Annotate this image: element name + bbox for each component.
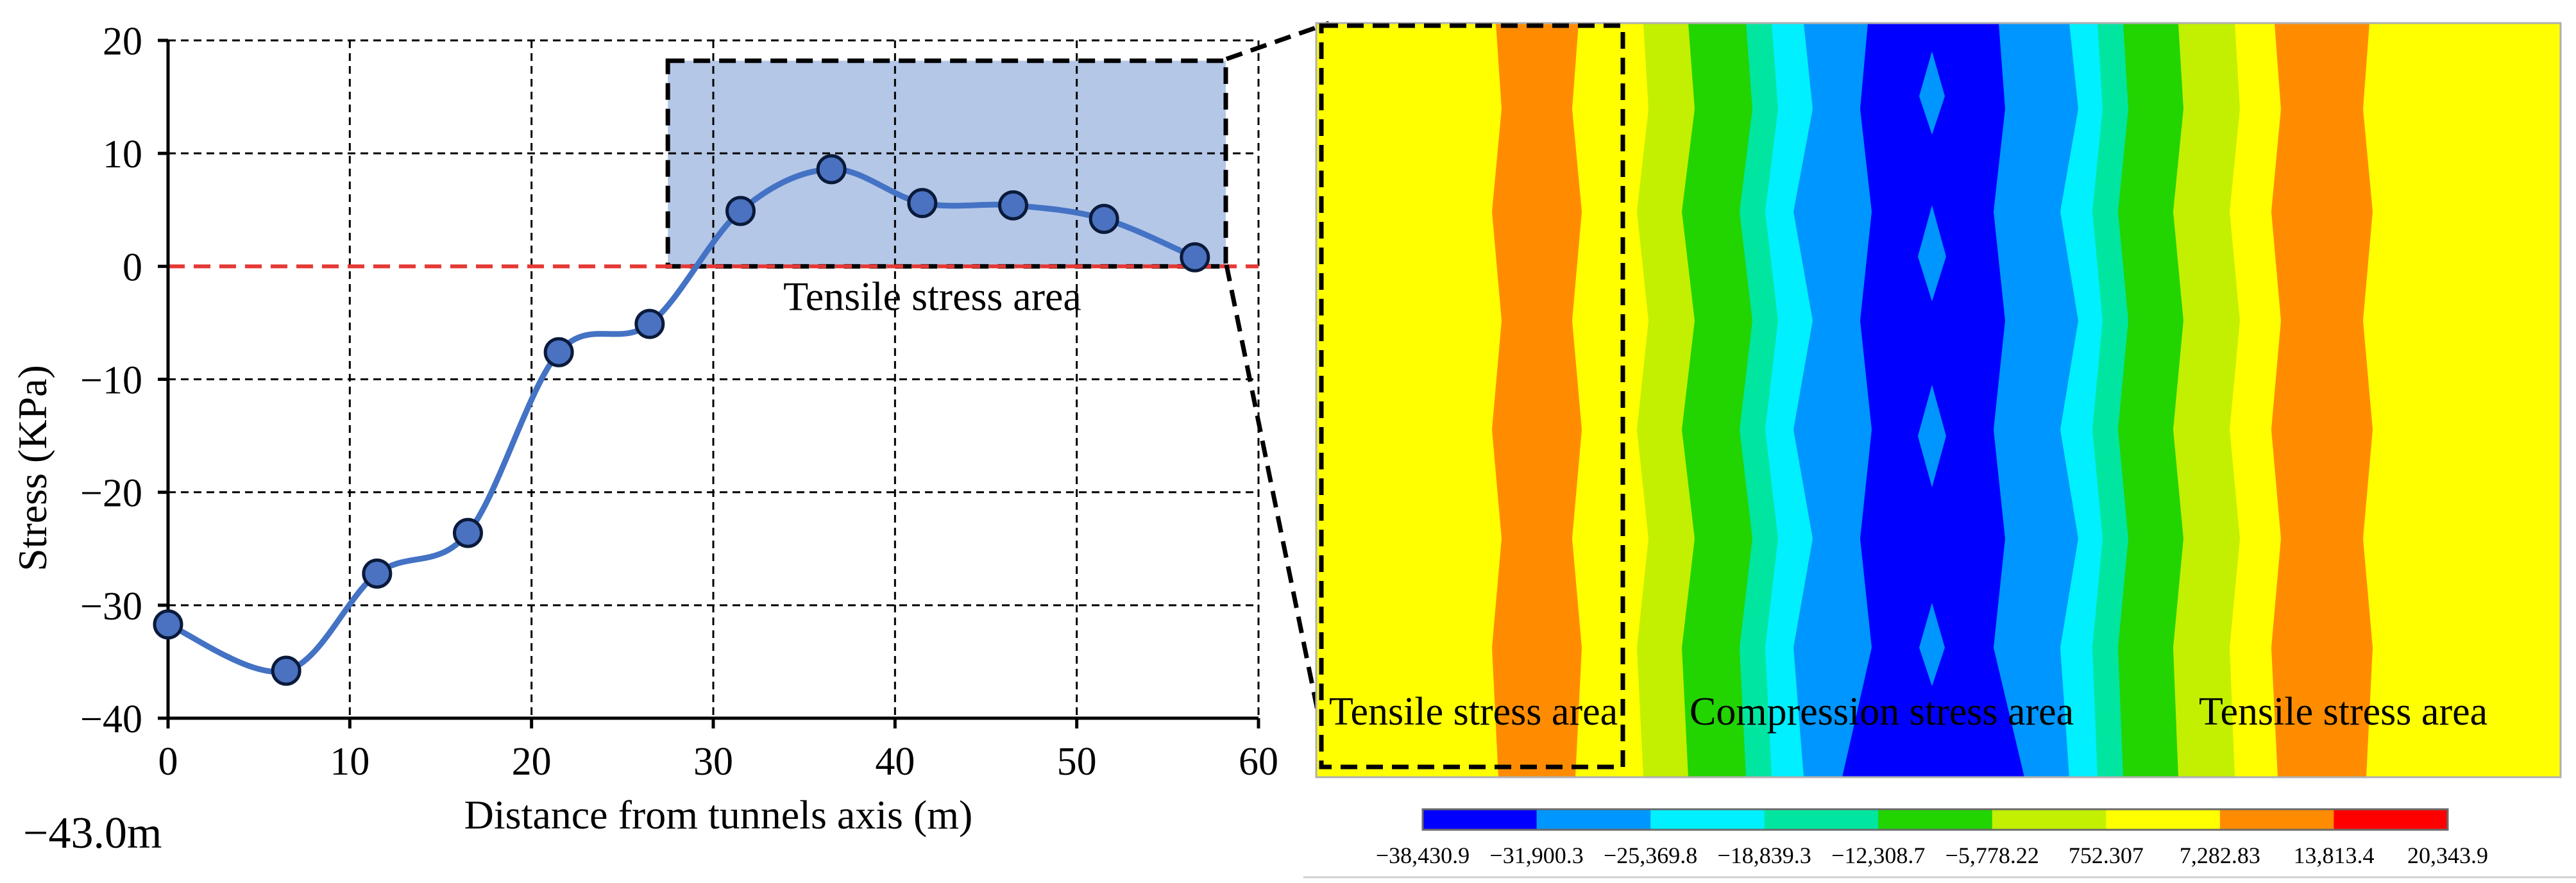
y-tick-label: −30: [80, 585, 142, 628]
colorbar-label: 20,343.9: [2407, 843, 2488, 868]
data-point: [1180, 242, 1210, 273]
core-diamond-2: [1918, 205, 1946, 301]
connector-top: [1225, 21, 1330, 62]
colorbar-label: −18,839.3: [1718, 843, 1811, 868]
y-tick-label: 0: [123, 246, 142, 289]
colorbar-swatch: [1650, 809, 1765, 830]
x-tick-label: 30: [693, 740, 733, 784]
y-tick-label: 20: [103, 20, 142, 63]
band-orange-right: [2271, 23, 2373, 777]
data-point: [907, 188, 938, 219]
x-axis-label: Distance from tunnels axis (m): [464, 792, 973, 837]
colorbar-label: 752.307: [2069, 843, 2144, 868]
x-tick-label: 40: [875, 740, 915, 784]
colorbar-swatch: [2334, 809, 2448, 830]
x-tick-label: 20: [512, 740, 552, 784]
colorbar-swatch: [2219, 809, 2334, 830]
data-point: [153, 609, 183, 640]
colorbar-label: −12,308.7: [1831, 843, 1925, 868]
x-tick-label: 60: [1239, 740, 1278, 784]
band-orange-left: [1492, 23, 1582, 777]
colorbar-swatch: [1536, 809, 1651, 830]
colorbar-swatches: [1423, 809, 2448, 830]
core-diamond-3: [1918, 385, 1946, 487]
zoom-connector-lines: [1224, 21, 1332, 768]
data-point: [543, 337, 574, 367]
colorbar-swatch: [1878, 809, 1993, 830]
colorbar-swatch: [1423, 809, 1538, 830]
colorbar-label: −38,430.9: [1376, 843, 1470, 868]
contour-label-right: Tensile stress area: [2199, 690, 2487, 734]
colorbar-label: −5,778.22: [1945, 843, 2039, 868]
colorbar-swatch: [1764, 809, 1879, 830]
y-tick-label: −40: [80, 698, 142, 741]
y-tick-label: −10: [80, 359, 142, 403]
y-tick-label: 10: [103, 133, 142, 176]
data-point: [1089, 203, 1119, 234]
x-tick-label: 50: [1057, 740, 1097, 784]
stress-line-chart: 0 10 20 30 40 50 60 20 10 0 −10 −20 −30 −40 Tensile …: [10, 20, 1278, 858]
colorbar-label: 13,813.4: [2293, 843, 2374, 868]
stress-contour-map: Tensile stress area Compression stress a…: [1316, 23, 2561, 777]
axes: [158, 38, 1260, 728]
contour-zoom-box: [1319, 23, 1625, 769]
y-tick-labels: 20 10 0 −10 −20 −30 −40: [80, 20, 142, 741]
y-axis-label: Stress (KPa): [10, 365, 55, 571]
colorbar-swatch: [2106, 809, 2221, 830]
contour-border: [1315, 22, 2562, 778]
tensile-highlight-box: [665, 58, 1228, 269]
data-point: [634, 308, 665, 339]
colorbar-border: [1421, 808, 2449, 831]
data-point: [998, 190, 1028, 221]
tensile-area-label: Tensile stress area: [783, 273, 1081, 319]
colorbar-labels: −38,430.9 −31,900.3 −25,369.8 −18,839.3 −12,…: [1376, 843, 2488, 868]
y-tick-label: −20: [80, 472, 142, 516]
x-tick-labels: 0 10 20 30 40 50 60: [158, 740, 1279, 784]
data-markers: [153, 154, 1210, 686]
contour-label-center: Compression stress area: [1690, 690, 2074, 734]
data-point: [725, 196, 756, 226]
data-point: [816, 154, 847, 185]
connector-bottom: [1224, 264, 1332, 768]
core-diamond-1: [1919, 51, 1945, 135]
colorbar-swatch: [1992, 809, 2106, 830]
x-tick-label: 0: [158, 740, 178, 784]
data-point: [271, 655, 301, 686]
depth-label: −43.0m: [23, 809, 162, 858]
colorbar-label: −31,900.3: [1489, 843, 1583, 868]
data-point: [362, 559, 393, 589]
colorbar: −38,430.9 −31,900.3 −25,369.8 −18,839.3 −12,…: [1376, 808, 2488, 868]
data-point: [453, 517, 483, 548]
core-diamond-4: [1919, 603, 1945, 686]
colorbar-label: −25,369.8: [1604, 843, 1697, 868]
x-tick-label: 10: [330, 740, 369, 784]
contour-label-left: Tensile stress area: [1329, 690, 1618, 734]
colorbar-label: 7,282.83: [2180, 843, 2260, 868]
